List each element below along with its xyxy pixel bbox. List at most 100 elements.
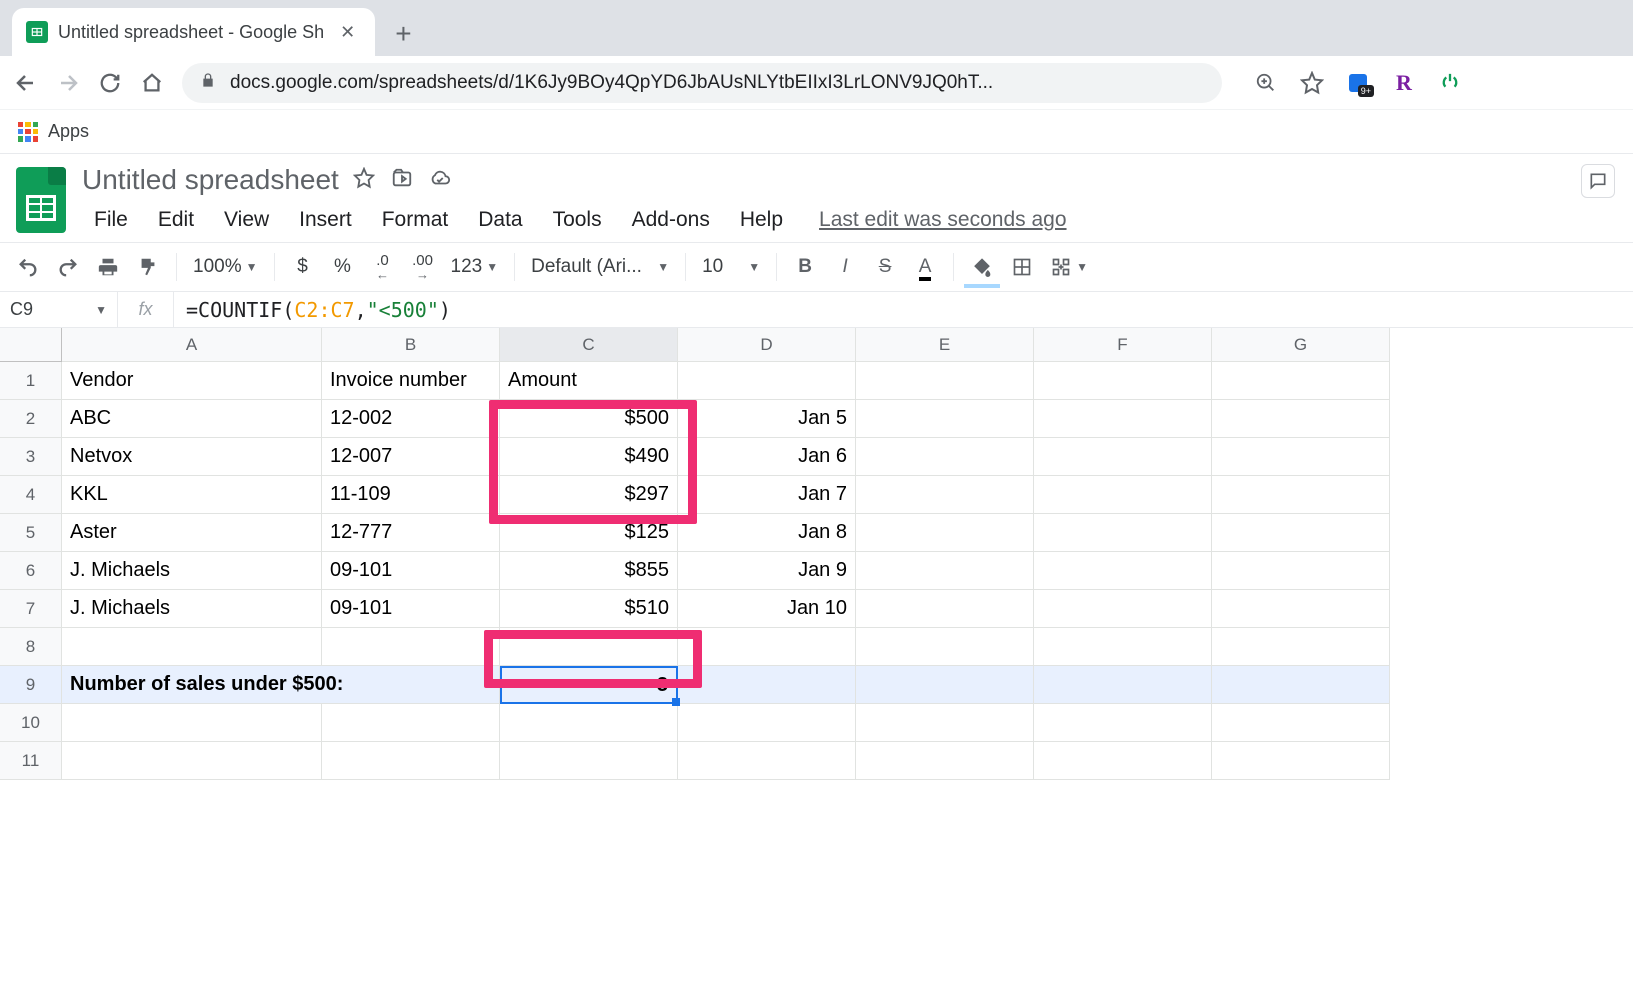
new-tab-button[interactable]: + [375, 12, 431, 56]
cell[interactable] [856, 666, 1034, 704]
cell[interactable]: Vendor [62, 362, 322, 400]
cell[interactable]: Jan 6 [678, 438, 856, 476]
menu-view[interactable]: View [212, 204, 281, 236]
cell[interactable]: 09-101 [322, 552, 500, 590]
cell[interactable] [1034, 438, 1212, 476]
cell[interactable]: Jan 5 [678, 400, 856, 438]
cell[interactable]: $490 [500, 438, 678, 476]
cell[interactable]: $855 [500, 552, 678, 590]
cell[interactable] [678, 704, 856, 742]
cell[interactable]: ABC [62, 400, 322, 438]
cell[interactable]: $125 [500, 514, 678, 552]
menu-file[interactable]: File [82, 204, 140, 236]
cell[interactable] [856, 628, 1034, 666]
number-format-dropdown[interactable]: 123▼ [445, 249, 505, 285]
extension-icon-1[interactable]: 9+ [1346, 71, 1370, 95]
cell[interactable]: Netvox [62, 438, 322, 476]
cell[interactable] [678, 362, 856, 400]
cell[interactable] [500, 628, 678, 666]
cell[interactable] [678, 666, 856, 704]
cell[interactable] [856, 476, 1034, 514]
cell[interactable] [1034, 362, 1212, 400]
fill-color-button[interactable] [964, 249, 1000, 285]
cell[interactable] [322, 742, 500, 780]
cell[interactable]: 12-007 [322, 438, 500, 476]
cell[interactable]: Amount [500, 362, 678, 400]
increase-decimal-button[interactable]: .00→ [405, 249, 441, 285]
cell[interactable]: Jan 8 [678, 514, 856, 552]
currency-button[interactable]: $ [285, 249, 321, 285]
cell[interactable]: J. Michaels [62, 552, 322, 590]
cell[interactable]: Aster [62, 514, 322, 552]
cell[interactable] [1034, 742, 1212, 780]
doc-title[interactable]: Untitled spreadsheet [82, 164, 339, 196]
reload-button[interactable] [98, 71, 122, 95]
italic-button[interactable]: I [827, 249, 863, 285]
cell[interactable] [1212, 742, 1390, 780]
col-header-e[interactable]: E [856, 328, 1034, 362]
cell[interactable] [62, 628, 322, 666]
cell[interactable]: $510 [500, 590, 678, 628]
row-header[interactable]: 6 [0, 552, 62, 590]
row-header[interactable]: 10 [0, 704, 62, 742]
cloud-icon[interactable] [429, 167, 451, 194]
text-color-button[interactable]: A [907, 249, 943, 285]
apps-label[interactable]: Apps [48, 121, 89, 142]
cell[interactable] [856, 590, 1034, 628]
home-button[interactable] [140, 71, 164, 95]
cell[interactable] [856, 552, 1034, 590]
zoom-dropdown[interactable]: 100%▼ [187, 249, 264, 285]
last-edit-link[interactable]: Last edit was seconds ago [819, 208, 1067, 232]
cell[interactable] [1212, 628, 1390, 666]
cell[interactable] [856, 438, 1034, 476]
row-header[interactable]: 11 [0, 742, 62, 780]
cell[interactable] [1212, 476, 1390, 514]
cell[interactable] [322, 704, 500, 742]
cell[interactable] [500, 742, 678, 780]
font-size-dropdown[interactable]: 10▼ [696, 249, 766, 285]
menu-addons[interactable]: Add-ons [620, 204, 722, 236]
cell[interactable]: $500 [500, 400, 678, 438]
col-header-f[interactable]: F [1034, 328, 1212, 362]
row-header[interactable]: 9 [0, 666, 62, 704]
row-header[interactable]: 4 [0, 476, 62, 514]
row-header[interactable]: 7 [0, 590, 62, 628]
cell[interactable]: Jan 10 [678, 590, 856, 628]
formula-input[interactable]: =COUNTIF(C2:C7,"<500") [174, 298, 1633, 322]
comments-button[interactable] [1581, 164, 1615, 198]
cell-label[interactable]: Number of sales under $500: [62, 666, 500, 704]
menu-edit[interactable]: Edit [146, 204, 206, 236]
cell[interactable] [678, 742, 856, 780]
zoom-icon[interactable] [1254, 71, 1278, 95]
cell[interactable] [1212, 552, 1390, 590]
browser-tab[interactable]: Untitled spreadsheet - Google Sh ✕ [12, 8, 375, 56]
cell[interactable] [856, 742, 1034, 780]
cell[interactable]: 09-101 [322, 590, 500, 628]
col-header-c[interactable]: C [500, 328, 678, 362]
print-button[interactable] [90, 249, 126, 285]
cell[interactable] [856, 704, 1034, 742]
row-header[interactable]: 5 [0, 514, 62, 552]
borders-button[interactable] [1004, 249, 1040, 285]
cell[interactable] [62, 742, 322, 780]
cell[interactable] [1212, 704, 1390, 742]
sheets-logo[interactable] [14, 164, 68, 236]
cell[interactable] [1034, 552, 1212, 590]
cell[interactable]: Jan 9 [678, 552, 856, 590]
cell[interactable] [1034, 476, 1212, 514]
cell[interactable]: 12-777 [322, 514, 500, 552]
cell[interactable] [1034, 590, 1212, 628]
cell[interactable]: 11-109 [322, 476, 500, 514]
menu-help[interactable]: Help [728, 204, 795, 236]
cell[interactable] [856, 514, 1034, 552]
address-bar[interactable]: docs.google.com/spreadsheets/d/1K6Jy9BOy… [182, 63, 1222, 103]
strikethrough-button[interactable]: S [867, 249, 903, 285]
cell[interactable] [1034, 514, 1212, 552]
cell-selected[interactable]: 3 [500, 666, 678, 704]
cell[interactable] [1034, 628, 1212, 666]
cell[interactable] [1034, 704, 1212, 742]
cell[interactable]: 12-002 [322, 400, 500, 438]
cell[interactable]: Invoice number [322, 362, 500, 400]
cell[interactable] [1034, 666, 1212, 704]
cell[interactable] [1212, 666, 1390, 704]
